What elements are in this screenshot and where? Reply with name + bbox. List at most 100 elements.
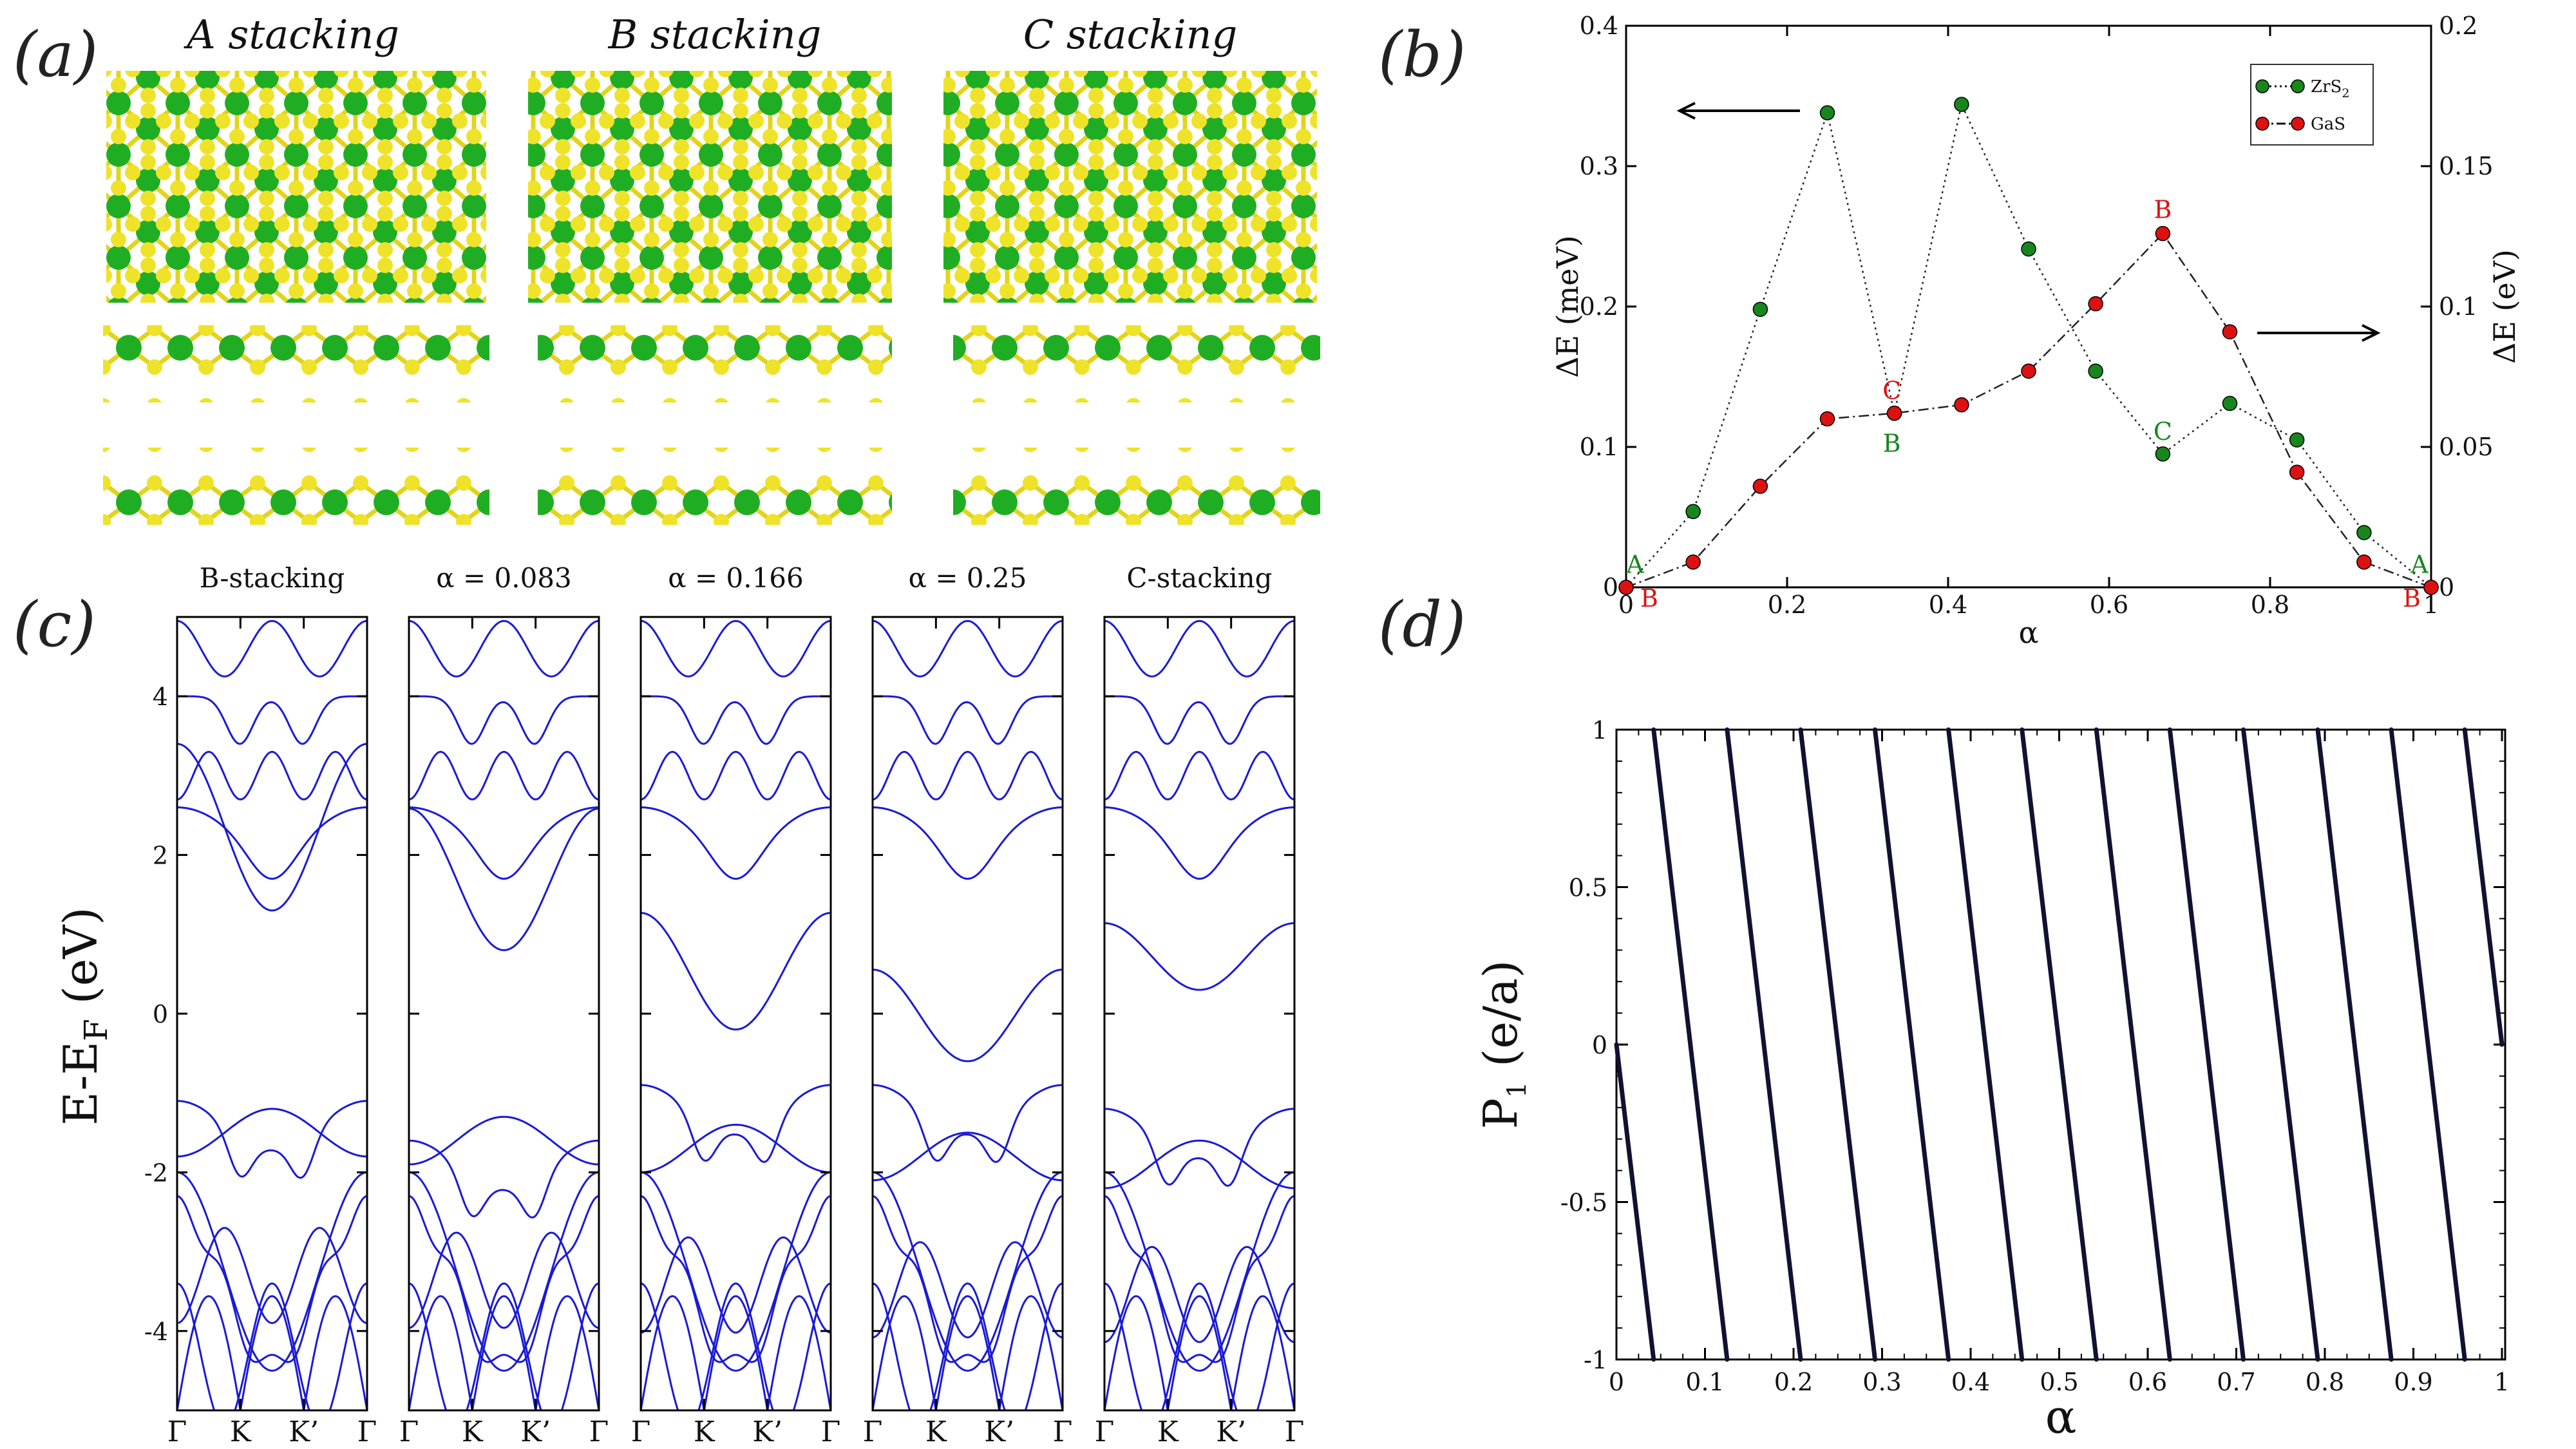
chart-c-ylabel: E-EF (eV) [53, 907, 115, 1125]
band-line [873, 1241, 1063, 1339]
band-line [873, 620, 1063, 677]
band-line [177, 1195, 367, 1363]
band-line [409, 1295, 599, 1410]
band-line [873, 750, 1063, 800]
b-point-zrs [1752, 301, 1768, 317]
chart-d-lines [1614, 727, 2505, 1362]
band-line [1104, 620, 1294, 677]
legend-zrs2-marker-2 [2291, 79, 2305, 93]
polarization-branch-5 [1873, 727, 1951, 1362]
b-point-gas [2289, 464, 2305, 480]
band-kpoint-label: Γ [399, 1416, 419, 1448]
legend-zrs2-label: ZrS2 [2311, 77, 2349, 100]
d-xtick-label: 0.8 [2306, 1368, 2344, 1396]
side-view-c-lower [953, 448, 1320, 525]
band-line [177, 750, 367, 800]
band-line [641, 1236, 831, 1334]
d-xtick-label: 0.2 [1774, 1368, 1813, 1396]
chart-d-ylabel: P1 (e/a) [1473, 960, 1532, 1130]
stacking-c: C stacking [943, 11, 1320, 525]
band-line [409, 1195, 599, 1363]
band-line [409, 1139, 599, 1219]
band-line [409, 695, 599, 745]
band-kpoint-label: Γ [821, 1416, 841, 1448]
band-line [873, 806, 1063, 880]
d-xtick-label: 0.6 [2128, 1368, 2167, 1396]
b-point-zrs [1954, 97, 1969, 112]
panel-label-c: (c) [13, 589, 96, 661]
band-kpoint-label: K [694, 1416, 715, 1448]
b-ytick-left-label: 0 [1603, 573, 1618, 601]
band-panel-frame [871, 616, 1064, 1412]
band-line [409, 806, 599, 880]
stacking-a: A stacking [103, 11, 489, 525]
b-annotation-b: B [2403, 584, 2421, 612]
band-line [1104, 1171, 1294, 1372]
band-line [409, 808, 599, 951]
d-xtick-label: 0.1 [1685, 1368, 1724, 1396]
b-point-gas [2088, 296, 2103, 312]
b-point-zrs [1819, 105, 1835, 120]
band-line [1104, 1282, 1294, 1410]
side-view-c-upper [953, 325, 1320, 402]
band-line [1104, 922, 1294, 991]
side-view-a-upper [103, 325, 489, 402]
b-annotation-b: B [1883, 430, 1901, 458]
b-annotation-b: B [2154, 196, 2172, 224]
b-point-gas [2222, 324, 2238, 339]
band-line [641, 1195, 831, 1363]
band-line [1104, 750, 1294, 800]
band-panel-title: α = 0.25 [909, 562, 1027, 594]
b-annotation-b: B [1640, 584, 1658, 612]
d-xtick-label: 0.3 [1862, 1368, 1901, 1396]
band-line [1104, 1295, 1294, 1410]
legend-box [2250, 64, 2374, 146]
band-line [641, 620, 831, 677]
b-ytick-right-label: 0 [2439, 573, 2454, 601]
band-kpoint-label: Γ [1095, 1416, 1115, 1448]
band-line [177, 806, 367, 880]
band-panel-5: C-stacking Γ K K’ Γ [1095, 562, 1305, 1448]
polarization-chart: α P1 (e/a) 0 0.1 0.2 0.3 0.4 0.5 0.6 0.7 0.8 0.9 1… [1473, 716, 2510, 1444]
chart-b-series [1618, 97, 2439, 595]
band-kpoint-label: K’ [1216, 1416, 1246, 1448]
band-line [177, 1227, 367, 1325]
band-line [1104, 806, 1294, 880]
band-panels: B-stacking -4 -2 0 2 4 Γ K K’ Γα = 0.083 Γ K K’ Γα = … [144, 562, 1304, 1448]
b-point-zrs [2356, 525, 2372, 540]
side-view-b-lower [538, 448, 892, 525]
b-ytick-right-label: 0.1 [2439, 292, 2477, 321]
band-line [641, 695, 831, 745]
panel-label-d: (d) [1378, 589, 1466, 661]
band-kpoint-label: Γ [863, 1416, 883, 1448]
band-kpoint-label: K’ [984, 1416, 1014, 1448]
band-ytick-label: -4 [144, 1318, 168, 1346]
band-kpoint-label: Γ [1285, 1416, 1305, 1448]
band-kpoint-label: K [925, 1416, 947, 1448]
side-view-a-lower [103, 448, 489, 525]
band-kpoint-label: K [1157, 1416, 1179, 1448]
band-line [409, 750, 599, 800]
band-kpoint-label: Γ [357, 1416, 377, 1448]
band-line [177, 1282, 367, 1410]
b-ytick-right-label: 0.15 [2439, 152, 2494, 180]
band-kpoint-label: Γ [167, 1416, 187, 1448]
band-ytick-label: 4 [153, 683, 168, 711]
band-panel-title: C-stacking [1126, 562, 1272, 594]
band-kpoint-label: Γ [589, 1416, 609, 1448]
band-line [409, 1282, 599, 1410]
b-ytick-left-label: 0.4 [1580, 12, 1618, 40]
chart-b-xlabel: α [2018, 615, 2038, 650]
band-line [641, 750, 831, 800]
b-xtick-label: 0.6 [2090, 591, 2128, 619]
d-ytick-label: -1 [1584, 1346, 1607, 1374]
band-lines [1104, 620, 1294, 1410]
b-point-gas [1752, 478, 1768, 494]
band-line [177, 1295, 367, 1410]
polarization-branch-12 [2389, 727, 2467, 1362]
chart-d-xlabel: α [2045, 1390, 2077, 1444]
b-annotation-c: C [2154, 417, 2172, 446]
panel-label-b: (b) [1378, 19, 1466, 91]
b-annotation-a: A [1625, 551, 1644, 579]
b-ytick-left-label: 0.1 [1580, 433, 1618, 461]
